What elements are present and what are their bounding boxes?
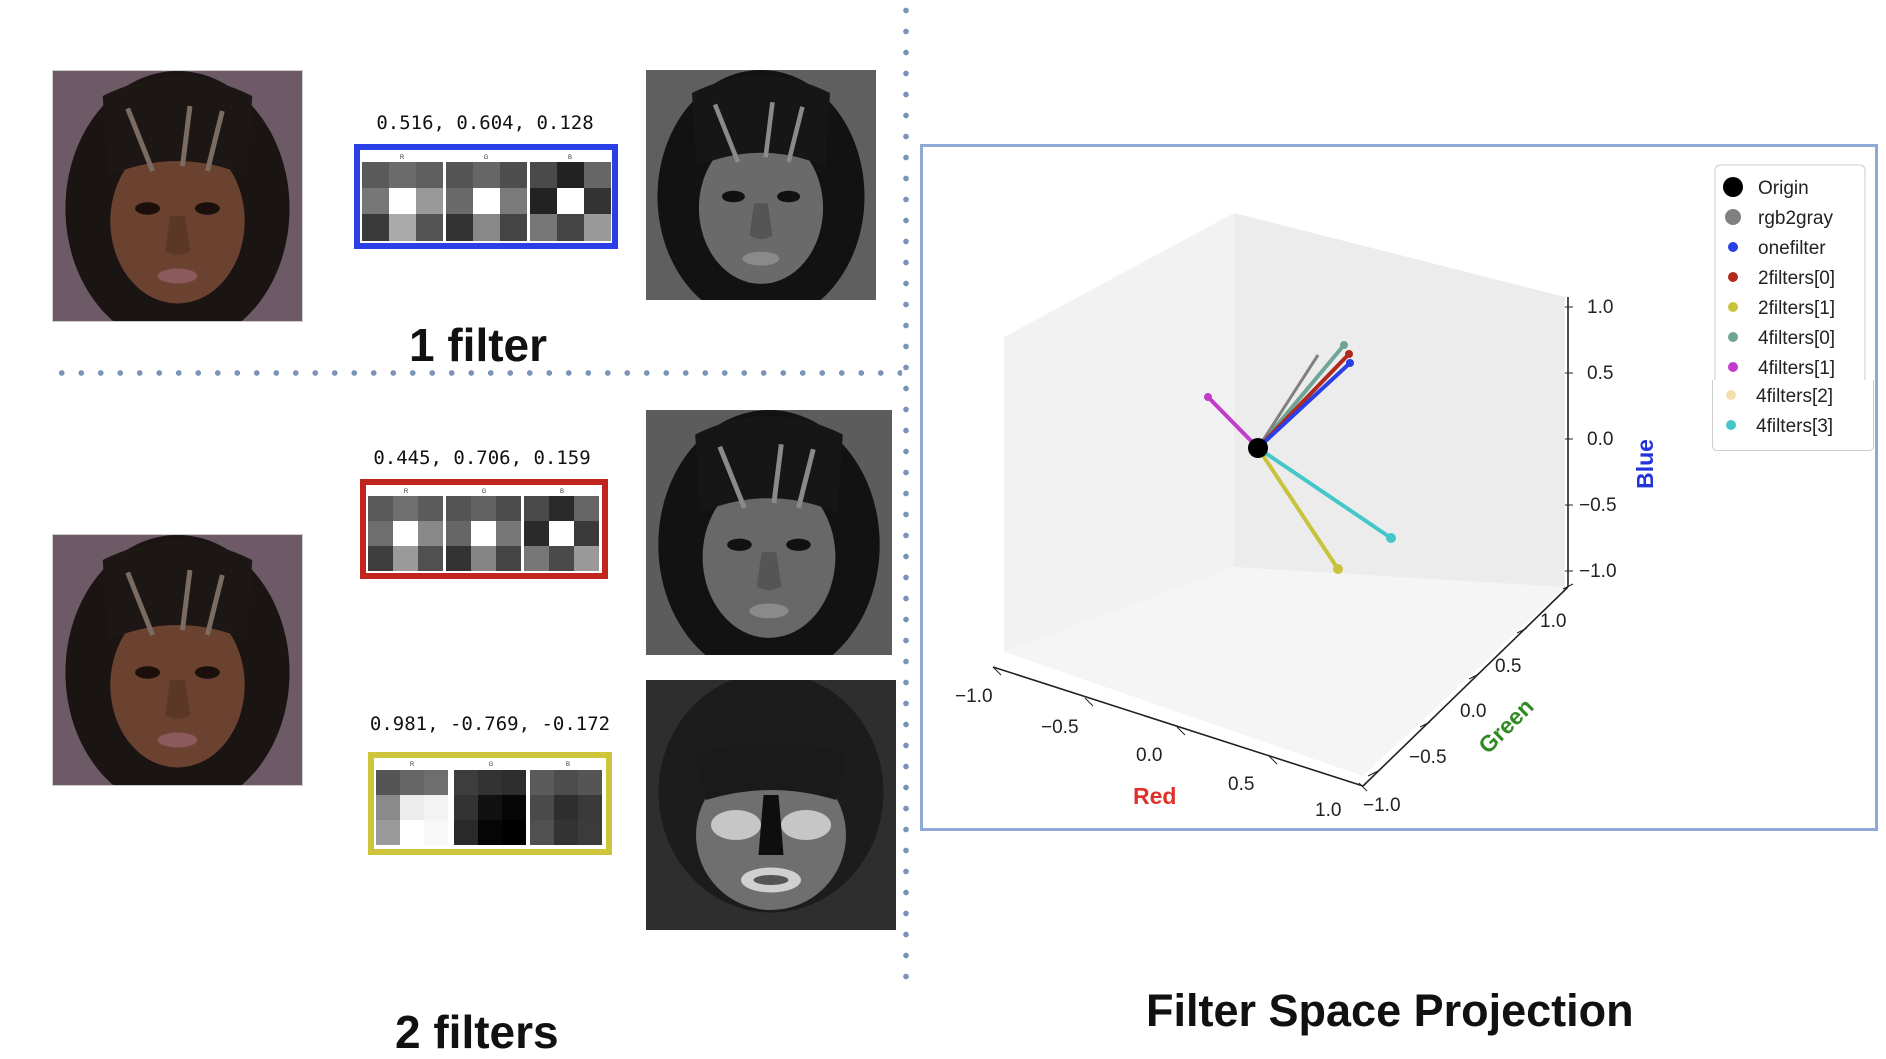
x-tick-label: 0.0 [1136,745,1162,766]
vector-4filters-1-tip [1204,393,1212,401]
horizontal-divider [52,369,902,377]
x-tick-label: −1.0 [955,686,993,707]
input-face-photo-bottom [52,534,303,786]
filter-vectors [1204,341,1396,574]
vector-4filters-3-tip [1386,533,1396,543]
x-axis-ticks: −1.0 −0.5 0.0 0.5 1.0 [955,666,1368,821]
filter-kernel-one-filter: R G B [354,144,618,249]
legend-marker [1725,209,1741,225]
filter-kernel-filter-b: R G B [368,752,612,855]
plot-title: Filter Space Projection [1146,985,1634,1036]
channel-label-g: G [482,489,487,495]
channel-label-b: B [568,155,572,161]
x-tick-label: 0.5 [1228,774,1254,795]
channel-label-r: R [400,155,405,161]
z-tick-label: 0.5 [1587,363,1613,384]
input-face-photo-top [52,70,303,322]
origin-point [1248,438,1268,458]
legend-label: rgb2gray [1758,208,1833,229]
output-face-grayscale-one-filter [646,70,876,300]
vertical-divider [902,0,910,990]
output-face-grayscale-filter-a [646,410,892,655]
legend-label: 4filters[1] [1758,358,1835,379]
vector-2filters-0-tip [1345,350,1353,358]
legend-label: 2filters[1] [1758,298,1835,319]
z-axis-ticks: 1.0 0.5 0.0 −0.5 −1.0 [1565,297,1617,582]
z-axis-label: Blue [1632,439,1658,489]
channel-label-b: B [566,762,570,768]
y-tick-label: 0.0 [1460,701,1486,722]
channel-label-r: R [404,489,409,495]
y-tick-label: 1.0 [1540,611,1566,632]
floor-pane [1004,567,1565,776]
legend-label: onefilter [1758,238,1826,259]
legend-extra: 4filters[2] 4filters[3] [1712,380,1874,451]
label-two-filters: 2 filters [395,1006,559,1058]
y-tick-label: −1.0 [1363,795,1401,816]
y-tick-label: 0.5 [1495,656,1521,677]
right-pane [1234,213,1565,587]
filter-kernel-filter-a: R G B [360,479,608,579]
filter-space-plot-frame: 1.0 0.5 0.0 −0.5 −1.0 Blue −1.0 −0.5 0.0… [920,144,1878,831]
legend-marker [1726,420,1736,430]
legend-marker [1728,242,1738,252]
vector-rgb2gray [1256,354,1320,449]
channel-label-b: B [560,489,564,495]
legend-marker [1728,302,1738,312]
z-tick-label: −0.5 [1579,495,1617,516]
legend-label: 4filters[0] [1758,328,1835,349]
z-tick-label: 1.0 [1587,297,1613,318]
legend-marker [1726,390,1736,400]
legend-label: 2filters[0] [1758,268,1835,289]
plot-legend: Origin rgb2gray onefilter 2filters[0] 2f… [1714,164,1866,396]
channel-label-g: G [484,155,489,161]
legend-marker [1728,362,1738,372]
z-tick-label: −1.0 [1579,561,1617,582]
filter-space-3d-plot: 1.0 0.5 0.0 −0.5 −1.0 Blue −1.0 −0.5 0.0… [955,164,1866,821]
legend-label: 4filters[2] [1756,386,1833,407]
coefficients-filter-a: 0.445, 0.706, 0.159 [373,447,591,469]
channel-label-r: R [410,762,415,768]
legend-label: 4filters[3] [1756,416,1833,437]
vector-2filters-1-tip [1333,564,1343,574]
x-tick-label: −0.5 [1041,717,1079,738]
vector-onefilter [1256,361,1352,450]
y-tick-label: −0.5 [1409,747,1447,768]
output-face-filter-b-edge [646,680,896,930]
x-tick-label: 1.0 [1315,800,1341,821]
z-tick-label: 0.0 [1587,429,1613,450]
coefficients-one-filter: 0.516, 0.604, 0.128 [376,112,594,134]
vector-4filters-1 [1206,395,1260,450]
label-one-filter: 1 filter [409,319,548,371]
y-axis-ticks: −1.0 −0.5 0.0 0.5 1.0 [1363,583,1574,816]
vector-onefilter-tip [1346,359,1354,367]
channel-label-g: G [489,762,494,768]
coefficients-filter-b: 0.981, -0.769, -0.172 [369,713,611,735]
vector-4filters-0-tip [1340,341,1348,349]
legend-marker [1728,332,1738,342]
legend-label: Origin [1758,178,1809,199]
legend-marker [1728,272,1738,282]
vector-2filters-1 [1256,446,1340,571]
x-axis-label: Red [1133,783,1176,809]
legend-marker [1723,177,1743,197]
vector-4filters-3 [1256,446,1393,540]
